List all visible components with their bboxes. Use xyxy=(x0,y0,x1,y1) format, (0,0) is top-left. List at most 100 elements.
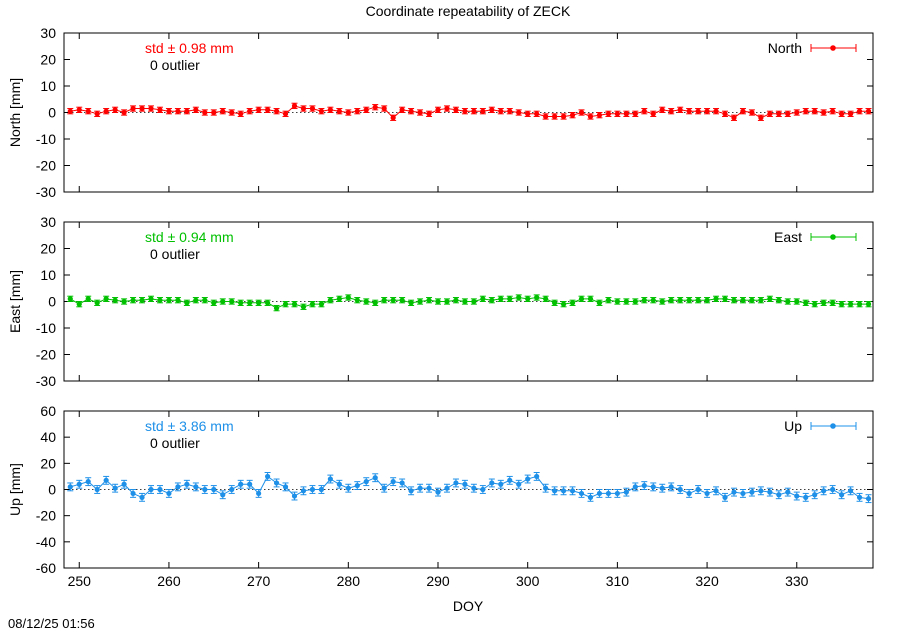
point-marker xyxy=(767,111,773,117)
data-point xyxy=(515,109,522,116)
data-point xyxy=(497,479,504,489)
point-marker xyxy=(381,297,387,303)
point-marker xyxy=(327,476,333,482)
point-marker xyxy=(363,479,369,485)
data-point xyxy=(470,298,477,305)
point-marker xyxy=(166,490,172,497)
y-tick-label: 30 xyxy=(40,25,56,41)
point-marker xyxy=(668,484,674,490)
data-point xyxy=(614,489,621,498)
point-marker xyxy=(596,490,603,497)
data-point xyxy=(668,482,675,492)
data-point xyxy=(623,487,630,497)
point-marker xyxy=(121,481,127,487)
x-tick-label: 260 xyxy=(157,573,181,589)
point-marker xyxy=(139,297,145,303)
point-marker xyxy=(731,297,737,303)
data-point xyxy=(578,109,585,116)
point-marker xyxy=(605,297,612,303)
data-point xyxy=(757,114,764,121)
data-point xyxy=(623,110,630,117)
point-marker xyxy=(462,108,468,114)
point-marker xyxy=(704,490,710,497)
data-point xyxy=(533,471,540,481)
point-marker xyxy=(803,108,809,114)
data-point xyxy=(67,482,74,492)
data-point xyxy=(775,110,782,117)
point-marker xyxy=(139,494,145,500)
point-marker xyxy=(740,490,746,497)
point-marker xyxy=(256,300,262,306)
point-marker xyxy=(480,296,486,302)
data-point xyxy=(435,106,442,113)
data-point xyxy=(372,473,379,483)
point-marker xyxy=(480,108,486,114)
timestamp-label: 08/12/25 01:56 xyxy=(8,616,95,630)
point-marker xyxy=(516,294,522,301)
data-point xyxy=(632,298,639,305)
point-marker xyxy=(444,105,450,112)
point-marker xyxy=(103,296,109,302)
point-marker xyxy=(722,494,728,500)
point-marker xyxy=(247,300,253,306)
data-point xyxy=(426,110,433,117)
data-point xyxy=(408,486,415,496)
point-marker xyxy=(453,107,459,113)
data-point xyxy=(551,113,558,120)
point-marker xyxy=(498,296,504,302)
point-marker xyxy=(821,300,827,306)
data-point xyxy=(686,108,693,115)
data-point xyxy=(237,479,244,489)
point-marker xyxy=(390,297,396,303)
data-point xyxy=(722,295,729,302)
data-point xyxy=(192,297,199,304)
data-point xyxy=(174,297,181,304)
point-marker xyxy=(659,298,665,305)
data-point xyxy=(121,298,128,305)
data-point xyxy=(139,492,146,502)
point-marker xyxy=(471,108,477,114)
data-point xyxy=(336,479,343,489)
point-marker xyxy=(659,107,665,113)
data-point xyxy=(829,299,836,306)
point-marker xyxy=(184,300,190,306)
y-tick-label: 20 xyxy=(40,52,56,68)
point-marker xyxy=(166,108,172,114)
data-point xyxy=(641,481,648,490)
point-marker xyxy=(67,484,73,490)
point-marker xyxy=(408,300,414,306)
data-point xyxy=(452,106,459,113)
point-marker xyxy=(560,488,567,494)
data-point xyxy=(829,485,836,494)
data-point xyxy=(399,478,406,488)
data-point xyxy=(713,108,720,115)
point-marker xyxy=(641,482,647,489)
point-marker xyxy=(812,301,818,307)
point-marker xyxy=(372,300,378,306)
point-marker xyxy=(309,105,316,112)
data-point xyxy=(497,295,504,302)
chart-title: Coordinate repeatability of ZECK xyxy=(366,3,571,19)
point-marker xyxy=(130,105,136,112)
point-marker xyxy=(363,298,369,305)
x-tick-label: 300 xyxy=(516,573,540,589)
point-marker xyxy=(453,480,459,486)
x-tick-label: 320 xyxy=(695,573,719,589)
point-marker xyxy=(67,296,73,302)
data-point xyxy=(147,485,154,494)
data-point xyxy=(713,486,720,496)
point-marker xyxy=(256,107,262,113)
point-marker xyxy=(785,298,791,305)
data-point xyxy=(461,108,468,115)
point-marker xyxy=(130,297,136,303)
point-marker xyxy=(668,297,674,303)
data-point xyxy=(85,477,92,487)
data-point xyxy=(201,485,208,494)
point-marker xyxy=(596,112,603,118)
point-marker xyxy=(614,111,620,117)
data-point xyxy=(408,108,415,115)
data-point xyxy=(614,298,621,305)
point-marker xyxy=(812,108,818,114)
point-marker xyxy=(856,494,863,500)
